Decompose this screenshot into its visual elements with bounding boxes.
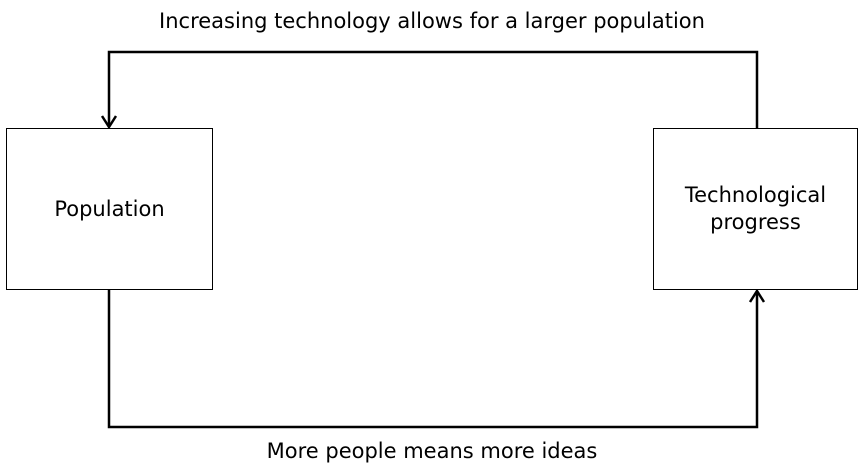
edge-tech-to-population (107, 50, 759, 128)
node-population-label: Population (54, 196, 165, 221)
edge-population-to-tech-arrowhead-icon (748, 288, 766, 303)
node-population: Population (6, 128, 213, 290)
edge-label-bottom: More people means more ideas (266, 439, 598, 463)
edge-tech-to-population-arrowhead-icon (100, 115, 118, 130)
edge-population-to-tech (107, 290, 759, 429)
node-technological-progress: Technological progress (653, 128, 858, 290)
edge-label-top: Increasing technology allows for a large… (159, 9, 705, 33)
node-technological-progress-label: Technological progress (684, 183, 827, 234)
